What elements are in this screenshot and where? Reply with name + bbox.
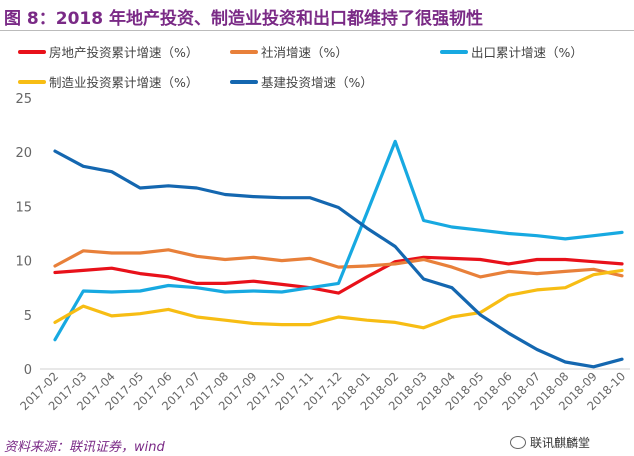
legend-label: 社消增速（%） [261,45,348,60]
legend-label: 出口累计增速（%） [471,45,583,60]
y-tick-label: 15 [15,200,32,215]
legend-swatch [230,49,258,54]
legend-swatch [230,79,258,84]
legend-item-real-estate: 房地产投资累计增速（%） [18,42,198,61]
y-tick-label: 0 [24,363,32,378]
legend-label: 房地产投资累计增速（%） [49,45,199,60]
title-divider [0,30,634,31]
legend-swatch [440,49,468,54]
legend-item-retail: 社消增速（%） [230,42,348,61]
series-line-3 [53,268,624,330]
logo-text: 联讯麒麟堂 [530,436,591,450]
legend-swatch [18,79,46,84]
y-tick-label: 25 [15,92,32,107]
legend-swatch [18,49,46,54]
legend-item-manufacturing: 制造业投资累计增速（%） [18,72,198,91]
y-tick-label: 5 [24,309,32,324]
legend-label: 制造业投资累计增速（%） [49,75,199,90]
figure-title: 图 8：2018 年地产投资、制造业投资和出口都维持了很强韧性 [4,9,483,29]
legend-item-infrastructure: 基建投资增速（%） [230,72,373,91]
series-line-2 [53,139,624,342]
series-line-0 [53,255,624,295]
legend-label: 基建投资增速（%） [261,75,373,90]
wechat-icon [510,436,526,449]
y-tick-label: 10 [15,255,32,270]
source-note: 资料来源：联讯证券，wind [4,440,165,455]
y-tick-label: 20 [15,146,32,161]
legend-item-export: 出口累计增速（%） [440,42,583,61]
logo: 联讯麒麟堂 [510,434,590,451]
